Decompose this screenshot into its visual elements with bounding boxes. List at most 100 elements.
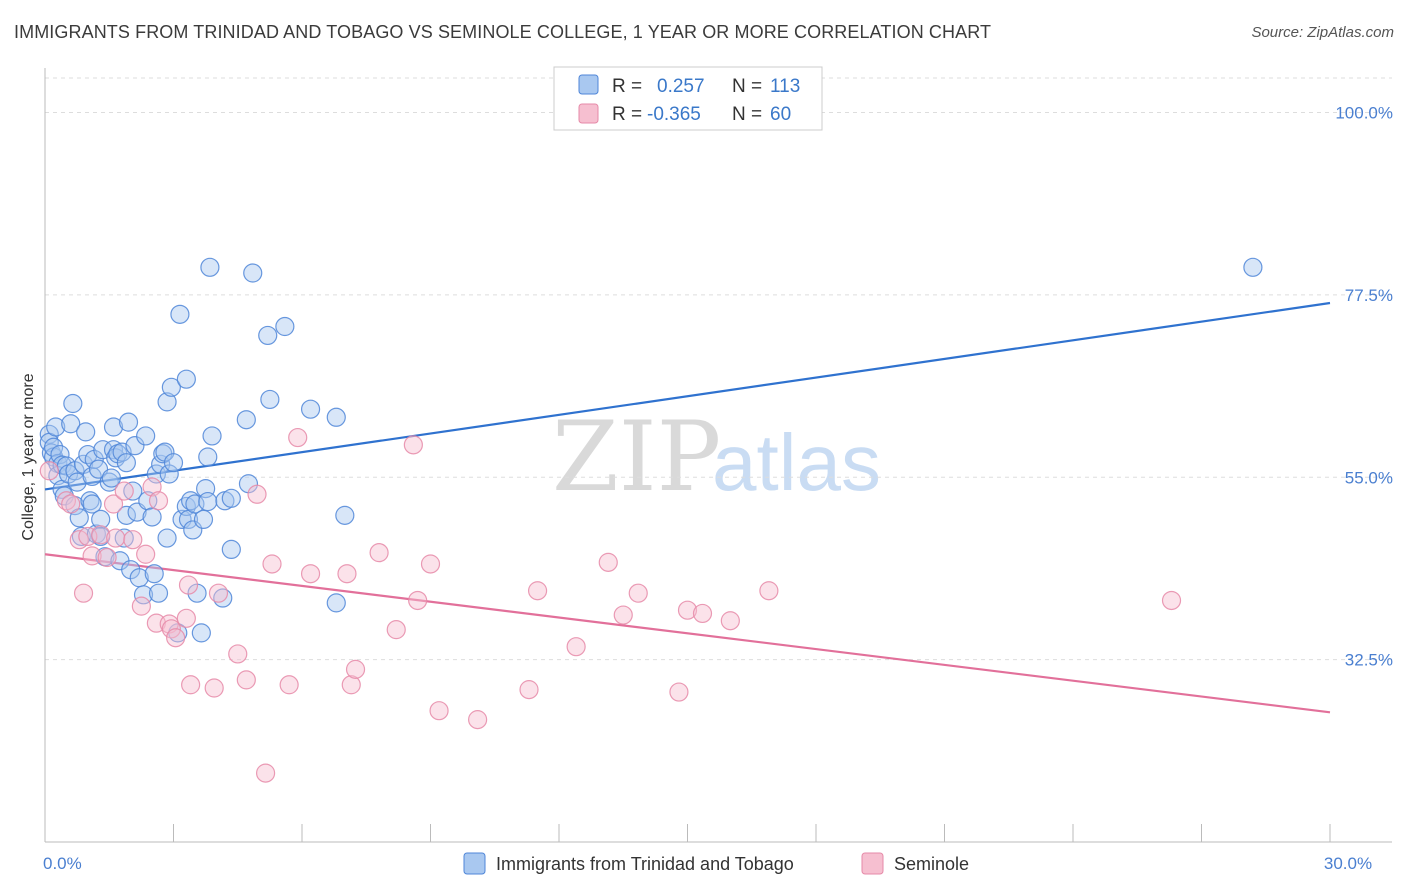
y-tick-label-2: 55.0% [1345,468,1393,487]
pink-point-47 [613,605,633,625]
blue-point-43 [116,505,136,525]
y-tick-label-1: 77.5% [1345,286,1393,305]
watermark-zip: ZIP [552,401,721,513]
blue-point-45 [118,412,139,432]
blue-point-30 [91,509,111,530]
legend-r-label-1: R = [612,76,642,97]
blue-point-79 [198,447,218,467]
pink-point-23 [181,675,201,695]
legend-swatch-blue [578,74,599,95]
pink-point-32 [300,564,321,584]
pink-point-53 [759,581,779,601]
blue-point-48 [125,436,145,456]
pink-point-21 [176,608,196,628]
blue-point-4 [43,437,64,457]
legend-r-value-1: 0.257 [657,76,705,97]
pink-point-43 [519,680,539,700]
blue-point-76 [191,623,211,643]
series-pink-points [39,427,1182,783]
blue-point-54 [142,507,162,527]
pink-point-42 [468,710,488,730]
pink-point-25 [208,583,229,603]
blue-point-97 [1243,257,1263,277]
blue-point-80 [198,491,218,512]
gridlines [45,77,1392,661]
pink-point-13 [131,596,151,616]
pink-point-26 [228,644,248,664]
watermark: ZIP atlas [552,401,881,513]
blue-point-14 [61,414,81,434]
pink-point-19 [161,619,181,639]
blue-point-57 [148,583,169,603]
tick-labels: 100.0% 77.5% 55.0% 32.5% 0.0% 30.0% [43,104,1393,873]
pink-point-45 [566,637,586,657]
pink-point-22 [178,575,199,595]
pink-point-41 [429,701,449,721]
bottom-legend-swatch-blue [463,852,486,875]
blue-point-96 [335,505,355,525]
pink-point-50 [677,600,698,620]
blue-point-44 [116,453,136,473]
blue-point-26 [82,494,102,514]
pink-point-0 [39,461,59,481]
pink-point-31 [288,427,308,448]
pink-point-6 [82,546,102,566]
blue-point-85 [221,488,241,508]
pink-point-28 [247,484,267,504]
watermark-atlas: atlas [712,418,881,507]
pink-point-46 [598,552,618,572]
pink-point-17 [148,491,169,511]
blue-trend-line [44,301,1331,491]
pink-point-7 [91,525,111,545]
chart-title: IMMIGRANTS FROM TRINIDAD AND TOBAGO VS S… [14,22,992,42]
blue-point-82 [202,426,222,446]
pink-point-11 [114,481,134,501]
pink-point-48 [628,583,648,603]
pink-point-29 [262,554,282,574]
pink-point-14 [136,544,156,564]
pink-point-54 [1161,590,1182,611]
blue-point-81 [200,257,220,277]
legend-r-value-2: -0.365 [647,104,701,125]
pink-point-40 [420,554,441,574]
legend-r-label-2: R = [612,104,642,125]
pink-point-34 [341,675,361,695]
y-tick-label-0: 100.0% [1335,104,1393,123]
blue-point-94 [326,407,346,427]
blue-point-95 [326,593,346,613]
x-tick-label-0: 0.0% [43,854,82,873]
pink-point-44 [527,581,548,601]
blue-point-35 [101,468,121,488]
pink-point-36 [369,543,389,563]
legend-n-label-2: N = [732,104,762,125]
blue-point-24 [80,491,100,511]
blue-point-69 [176,369,196,389]
blue-point-64 [161,377,181,397]
bottom-legend: Immigrants from Trinidad and Tobago Semi… [463,852,969,875]
blue-point-19 [69,508,89,528]
bottom-legend-swatch-pink [861,852,884,875]
pink-point-2 [61,494,81,514]
blue-point-77 [193,509,214,530]
blue-point-87 [236,410,256,430]
blue-point-22 [76,422,96,442]
blue-point-90 [258,325,278,346]
pink-point-24 [204,678,224,698]
source-credit: Source: ZipAtlas.com [1251,24,1394,41]
blue-point-18 [67,472,87,492]
pink-point-27 [236,670,256,690]
trend-lines [44,301,1331,714]
pink-point-37 [386,620,406,640]
blue-point-92 [275,316,295,337]
blue-point-67 [170,304,190,324]
blue-point-5 [46,417,66,437]
y-tick-label-3: 32.5% [1345,651,1393,670]
legend-n-value-1: 113 [770,76,800,97]
pink-point-4 [73,583,94,603]
pink-point-39 [408,590,428,611]
pink-point-51 [692,603,713,624]
pink-point-38 [403,435,423,455]
blue-point-65 [163,453,184,473]
blue-point-93 [300,399,321,419]
